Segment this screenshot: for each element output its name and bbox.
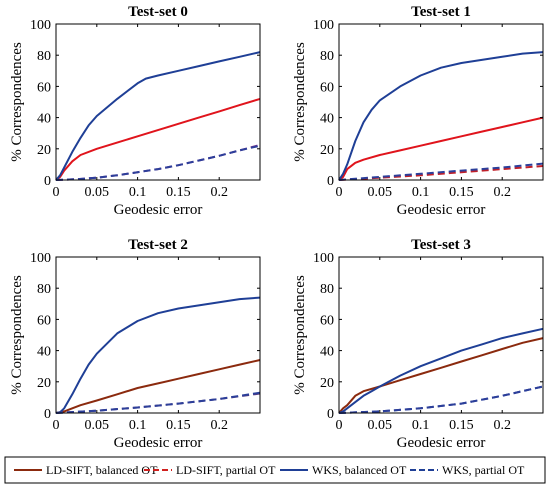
x-tick-label: 0.05 [85, 418, 110, 433]
plot-frame [55, 23, 261, 181]
x-tick-label: 0 [53, 418, 60, 433]
x-tick-label: 0 [336, 185, 343, 200]
y-axis-label: % Correspondences [9, 275, 25, 395]
series-line-wks_bal [338, 51, 544, 181]
series-line-wks_bal [55, 296, 261, 414]
chart-panel-0: Test-set 0 0 0.05 0.1 0.15 0.2 0 20 40 60 80 100 Geo… [9, 4, 261, 218]
y-axis-label: % Correspondences [292, 275, 308, 395]
series-line-wks_par [338, 385, 544, 414]
x-axis-label: Geodesic error [114, 435, 203, 451]
series-line-sift_bal [338, 116, 544, 181]
x-tick-label: 0.2 [210, 418, 228, 433]
y-tick-label: 0 [44, 407, 51, 422]
chart-panel-1: Test-set 1 0 0.05 0.1 0.15 0.2 0 20 40 60 80 100 Geo… [292, 4, 544, 218]
series-line-wks_par [55, 144, 261, 181]
y-axis-label: % Correspondences [9, 42, 25, 162]
legend-label-wks_par: WKS, partial OT [442, 463, 525, 477]
y-tick-label: 80 [320, 49, 334, 64]
x-tick-label: 0.15 [449, 418, 474, 433]
series-line-wks_bal [338, 327, 544, 414]
chart-title: Test-set 3 [411, 237, 471, 253]
y-tick-label: 60 [320, 80, 334, 95]
x-tick-label: 0.2 [493, 185, 511, 200]
y-tick-label: 80 [320, 282, 334, 297]
series-line-wks_par [338, 162, 544, 181]
y-tick-label: 0 [327, 407, 334, 422]
chart-panel-3: Test-set 3 0 0.05 0.1 0.15 0.2 0 20 40 60 80 100 Geo… [292, 237, 544, 451]
plot-frame [55, 256, 261, 414]
x-tick-label: 0 [53, 185, 60, 200]
chart-title: Test-set 2 [128, 237, 188, 253]
y-tick-label: 0 [327, 174, 334, 189]
y-tick-label: 20 [320, 143, 334, 158]
x-tick-label: 0.05 [368, 185, 393, 200]
y-axis-label: % Correspondences [292, 42, 308, 162]
x-tick-label: 0.1 [412, 418, 430, 433]
series-line-wks_bal [55, 51, 261, 181]
y-tick-label: 80 [37, 282, 51, 297]
x-tick-label: 0 [336, 418, 343, 433]
y-tick-label: 0 [44, 174, 51, 189]
y-tick-label: 20 [37, 143, 51, 158]
chart-panel-2: Test-set 2 0 0.05 0.1 0.15 0.2 0 20 40 60 80 100 Geo… [9, 237, 261, 451]
x-axis-label: Geodesic error [397, 435, 486, 451]
y-tick-label: 20 [37, 376, 51, 391]
legend-box [4, 456, 546, 484]
series-line-sift_bal [55, 97, 261, 181]
y-tick-label: 40 [37, 112, 51, 127]
y-tick-label: 60 [37, 313, 51, 328]
plot-frame [338, 256, 544, 414]
plot-frame [338, 23, 544, 181]
x-tick-label: 0.15 [166, 418, 191, 433]
y-tick-label: 40 [37, 345, 51, 360]
y-tick-label: 100 [30, 251, 51, 266]
x-axis-label: Geodesic error [114, 202, 203, 218]
y-tick-label: 100 [313, 251, 334, 266]
x-tick-label: 0.1 [129, 418, 147, 433]
y-tick-label: 100 [30, 18, 51, 33]
x-tick-label: 0.2 [493, 418, 511, 433]
legend-label-wks_bal: WKS, balanced OT [312, 463, 407, 477]
chart-title: Test-set 1 [411, 4, 471, 20]
series-line-sift_bal [338, 337, 544, 414]
series-line-sift_bal [55, 359, 261, 414]
x-tick-label: 0.15 [166, 185, 191, 200]
series-line-wks_par [55, 391, 261, 414]
x-tick-label: 0.15 [449, 185, 474, 200]
x-axis-label: Geodesic error [397, 202, 486, 218]
y-tick-label: 40 [320, 345, 334, 360]
legend-label-sift_par: LD-SIFT, partial OT [176, 463, 276, 477]
x-tick-label: 0.05 [85, 185, 110, 200]
chart-title: Test-set 0 [128, 4, 188, 20]
y-tick-label: 20 [320, 376, 334, 391]
x-tick-label: 0.1 [129, 185, 147, 200]
y-tick-label: 60 [37, 80, 51, 95]
x-tick-label: 0.1 [412, 185, 430, 200]
y-tick-label: 100 [313, 18, 334, 33]
legend: LD-SIFT, balanced OT LD-SIFT, partial OT W… [4, 456, 546, 484]
y-tick-label: 40 [320, 112, 334, 127]
legend-label-sift_bal: LD-SIFT, balanced OT [46, 463, 158, 477]
y-tick-label: 80 [37, 49, 51, 64]
x-tick-label: 0.05 [368, 418, 393, 433]
y-tick-label: 60 [320, 313, 334, 328]
x-tick-label: 0.2 [210, 185, 228, 200]
series-line-sift_par [55, 143, 261, 181]
